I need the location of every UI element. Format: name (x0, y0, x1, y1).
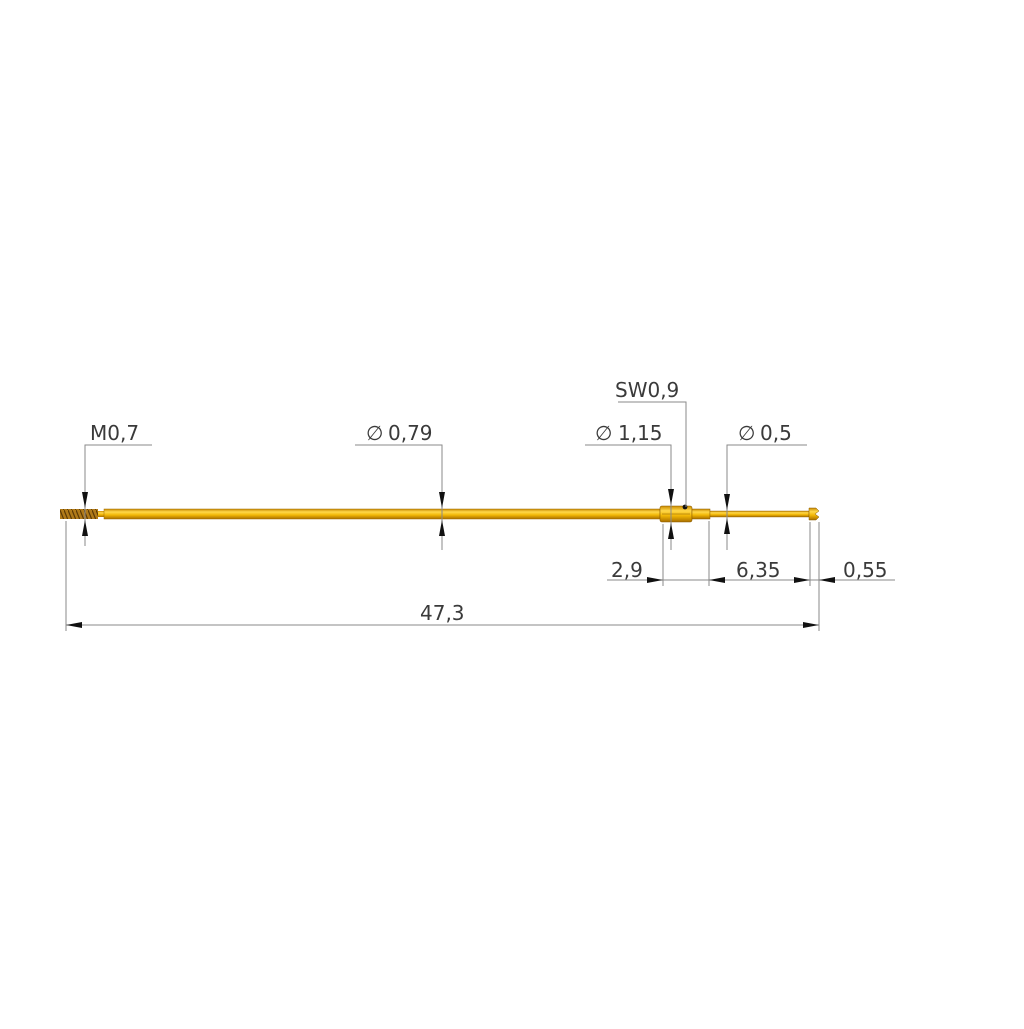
extension-lines (65, 521, 820, 631)
dimension-total-length: 47,3 (66, 601, 819, 628)
dimension-collar-diameter: ∅ 1,15 (585, 421, 674, 550)
dimension-wrench-size: SW0,9 (615, 378, 687, 507)
diameter-symbol: ∅ (595, 421, 612, 445)
label-collar-length: 2,9 (611, 558, 643, 582)
thread-neck (98, 511, 104, 517)
neck (691, 508, 711, 520)
dimension-plunger-diameter: ∅ 0,5 (724, 421, 807, 550)
dimension-barrel-diameter: ∅ 0,79 (355, 421, 445, 550)
label-plunger-length: 6,35 (736, 558, 781, 582)
label-tip-length: 0,55 (843, 558, 888, 582)
label-wrench-size: SW0,9 (615, 378, 679, 402)
crown-tip (808, 507, 820, 521)
label-total-length: 47,3 (420, 601, 465, 625)
label-barrel-diameter: 0,79 (388, 421, 433, 445)
label-plunger-diameter: 0,5 (760, 421, 792, 445)
label-thread: M0,7 (90, 421, 139, 445)
crimp-dot (682, 504, 688, 510)
dimension-thread: M0,7 (82, 421, 152, 546)
diameter-symbol: ∅ (366, 421, 383, 445)
diameter-symbol: ∅ (738, 421, 755, 445)
thread (60, 509, 98, 519)
dimension-chain: 2,9 6,35 0,55 (607, 558, 895, 583)
label-collar-diameter: 1,15 (618, 421, 663, 445)
probe-body (60, 504, 820, 523)
plunger (709, 510, 810, 518)
barrel (103, 508, 661, 520)
